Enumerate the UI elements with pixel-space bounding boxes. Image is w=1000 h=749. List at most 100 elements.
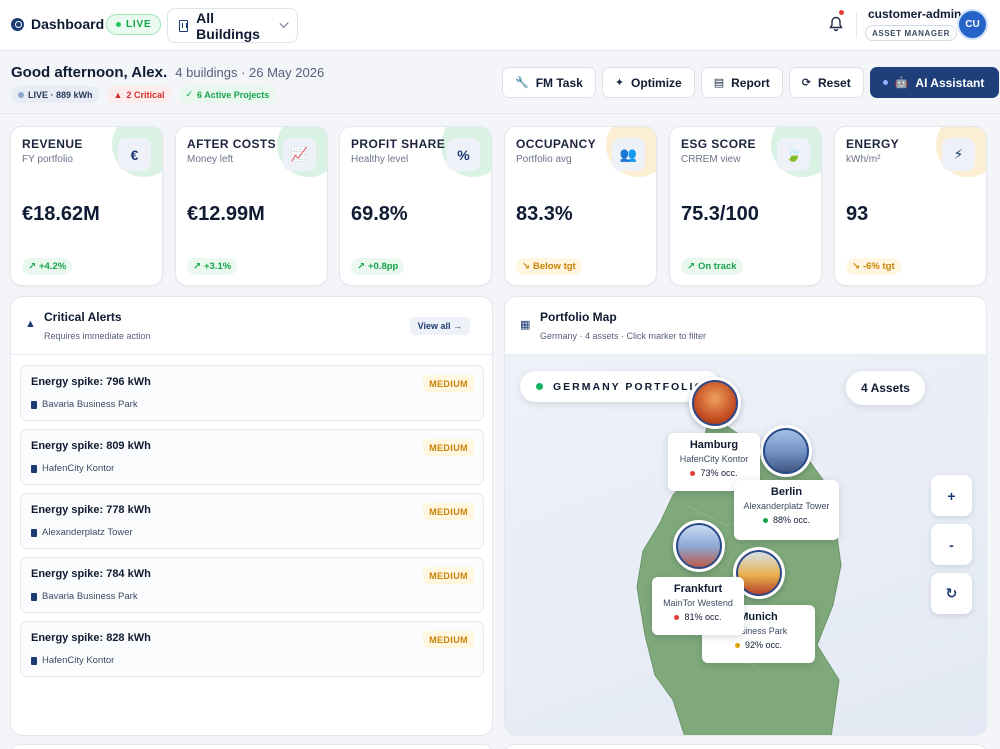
warning-triangle-icon: ▲ (113, 89, 123, 100)
kpi-delta-badge: ↗ +3.1% (187, 258, 238, 275)
reset-button[interactable]: ⟳ Reset (788, 67, 864, 98)
kpi-value: €18.62M (22, 203, 100, 225)
building-select[interactable]: All Buildings (167, 8, 298, 43)
asset-count-badge: 4 Assets (846, 371, 925, 405)
top-bar: Dashboard LIVE All Buildings customer-ad… (0, 0, 1000, 51)
marker-berlin[interactable] (760, 425, 812, 477)
dashboard-nav[interactable]: Dashboard (11, 16, 104, 32)
report-button[interactable]: ▤ Report (700, 67, 783, 98)
alert-item[interactable]: Energy spike: 809 kWh HafenCity Kontor MED… (20, 429, 484, 485)
status-dot-icon (674, 614, 680, 620)
refresh-icon: ⟳ (801, 77, 812, 89)
germany-map (636, 414, 842, 735)
asset-city: Frankfurt (673, 583, 723, 595)
critical-label: 2 Critical (126, 89, 165, 100)
map-subtitle: Germany · 4 assets · Click marker to fil… (540, 331, 707, 341)
region-label: GERMANY PORTFOLIO (520, 371, 721, 402)
notifications-button[interactable] (829, 10, 844, 32)
next-panel-edge (10, 744, 493, 749)
kpi-title: REVENUE (22, 137, 83, 151)
asset-occupancy: 92% occ. (702, 640, 815, 650)
marker-hamburg[interactable] (689, 377, 741, 429)
alert-location-text: Bavaria Business Park (42, 591, 138, 602)
live-energy-badge: LIVE · 889 kWh (11, 86, 100, 103)
map-canvas[interactable]: GERMANY PORTFOLIO 4 Assets Munich Busine… (505, 355, 986, 735)
asset-occupancy-value: 92% occ. (744, 640, 783, 650)
asset-occupancy: 73% occ. (668, 468, 760, 478)
projects-badge[interactable]: ✓ 6 Active Projects (178, 86, 277, 103)
map-header: ▦ Portfolio Map Germany · 4 assets · Cli… (505, 297, 986, 355)
divider (856, 12, 857, 38)
zoom-in-button[interactable]: + (931, 475, 972, 516)
asset-card-berlin[interactable]: Berlin Alexanderplatz Tower 88% occ. (734, 480, 839, 540)
severity-badge: MEDIUM (423, 631, 474, 648)
building-icon (31, 592, 37, 601)
building-select-value: All Buildings (196, 9, 260, 42)
kpi-glyph: € (130, 146, 139, 163)
chevron-down-icon (279, 18, 289, 29)
kpi-glyph: 👥 (619, 146, 638, 162)
projects-label: 6 Active Projects (197, 89, 270, 100)
greeting-text: Good afternoon, Alex. (11, 64, 168, 81)
optimize-button[interactable]: ✦ Optimize (601, 67, 695, 98)
kpi-glyph: % (457, 146, 470, 163)
status-dot-icon (18, 91, 24, 98)
severity-badge: MEDIUM (423, 439, 474, 456)
report-label: Report (731, 75, 770, 90)
ai-assistant-button[interactable]: 🤖 AI Assistant (869, 67, 1000, 98)
asset-city: Berlin (770, 486, 803, 498)
kpi-delta-badge: ↗ +4.2% (22, 258, 73, 275)
alert-item[interactable]: Energy spike: 784 kWh Bavaria Business Pa… (20, 557, 484, 613)
check-icon: ✓ (185, 89, 194, 99)
building-icon (179, 19, 189, 32)
alert-location: HafenCity Kontor (31, 655, 114, 666)
kpi-card-occupancy[interactable]: 👥 OCCUPANCY Portfolio avg 83.3% ↘ Below tgt (504, 126, 657, 286)
kpi-glyph: ⚡ (953, 146, 964, 162)
chart-line-icon: 📈 (283, 138, 316, 171)
trend-up-icon: ↗ (687, 261, 695, 272)
kpi-delta-badge: ↗ +0.8pp (351, 258, 405, 275)
fm-task-button[interactable]: 🔧 FM Task (502, 67, 596, 98)
asset-occupancy: 88% occ. (734, 515, 839, 525)
kpi-subtitle: Money left (187, 154, 234, 165)
asset-occupancy: 81% occ. (652, 612, 744, 622)
kpi-delta: +3.1% (203, 261, 232, 272)
building-icon (31, 528, 37, 537)
kpi-value: €12.99M (187, 203, 265, 225)
asset-occupancy-value: 88% occ. (772, 515, 811, 525)
building-icon (31, 656, 37, 665)
kpi-delta: -6% tgt (862, 261, 895, 272)
kpi-title: AFTER COSTS (187, 137, 277, 151)
kpi-subtitle: FY portfolio (22, 154, 73, 165)
avatar[interactable]: CU (959, 11, 986, 38)
kpi-card-after-costs[interactable]: 📈 AFTER COSTS Money left €12.99M ↗ +3.1% (175, 126, 328, 286)
asset-occupancy-value: 73% occ. (700, 468, 738, 478)
live-energy-label: LIVE · 889 kWh (28, 89, 93, 100)
kpi-card-revenue[interactable]: € REVENUE FY portfolio €18.62M ↗ +4.2% (10, 126, 163, 286)
view-all-button[interactable]: View all → (409, 317, 470, 335)
marker-frankfurt[interactable] (673, 520, 725, 572)
marker-ring (692, 380, 738, 426)
user-role-badge: ASSET MANAGER (865, 25, 958, 41)
alert-item[interactable]: Energy spike: 828 kWh HafenCity Kontor MED… (20, 621, 484, 677)
asset-city: Munich (739, 611, 778, 623)
kpi-value: 69.8% (351, 203, 408, 225)
critical-badge[interactable]: ▲ 2 Critical (106, 86, 172, 103)
reset-view-button[interactable]: ↻ (931, 573, 972, 614)
kpi-card-energy[interactable]: ⚡ ENERGY kWh/m² 93 ↘ -6% tgt (834, 126, 987, 286)
kpi-card-profit-share[interactable]: % PROFIT SHARE Healthy level 69.8% ↗ +0.8pp (339, 126, 492, 286)
alert-location: Bavaria Business Park (31, 591, 138, 602)
kpi-title: ENERGY (846, 137, 900, 151)
alert-location-text: Bavaria Business Park (42, 399, 138, 410)
alert-item[interactable]: Energy spike: 778 kWh Alexanderplatz Towe… (20, 493, 484, 549)
alert-location-text: HafenCity Kontor (42, 463, 115, 474)
marker-ring (736, 550, 782, 596)
asset-card-frankfurt[interactable]: Frankfurt MainTor Westend 81% occ. (652, 577, 744, 635)
alert-item[interactable]: Energy spike: 796 kWh Bavaria Business Pa… (20, 365, 484, 421)
critical-alerts-panel: ▲ Critical Alerts Requires immediate act… (10, 296, 493, 736)
kpi-subtitle: Healthy level (351, 154, 409, 165)
users-icon: 👥 (612, 138, 645, 171)
kpi-value: 75.3/100 (681, 203, 759, 225)
kpi-card-esg-score[interactable]: 🍃 ESG SCORE CRREM view 75.3/100 ↗ On track (669, 126, 822, 286)
zoom-out-button[interactable]: - (931, 524, 972, 565)
